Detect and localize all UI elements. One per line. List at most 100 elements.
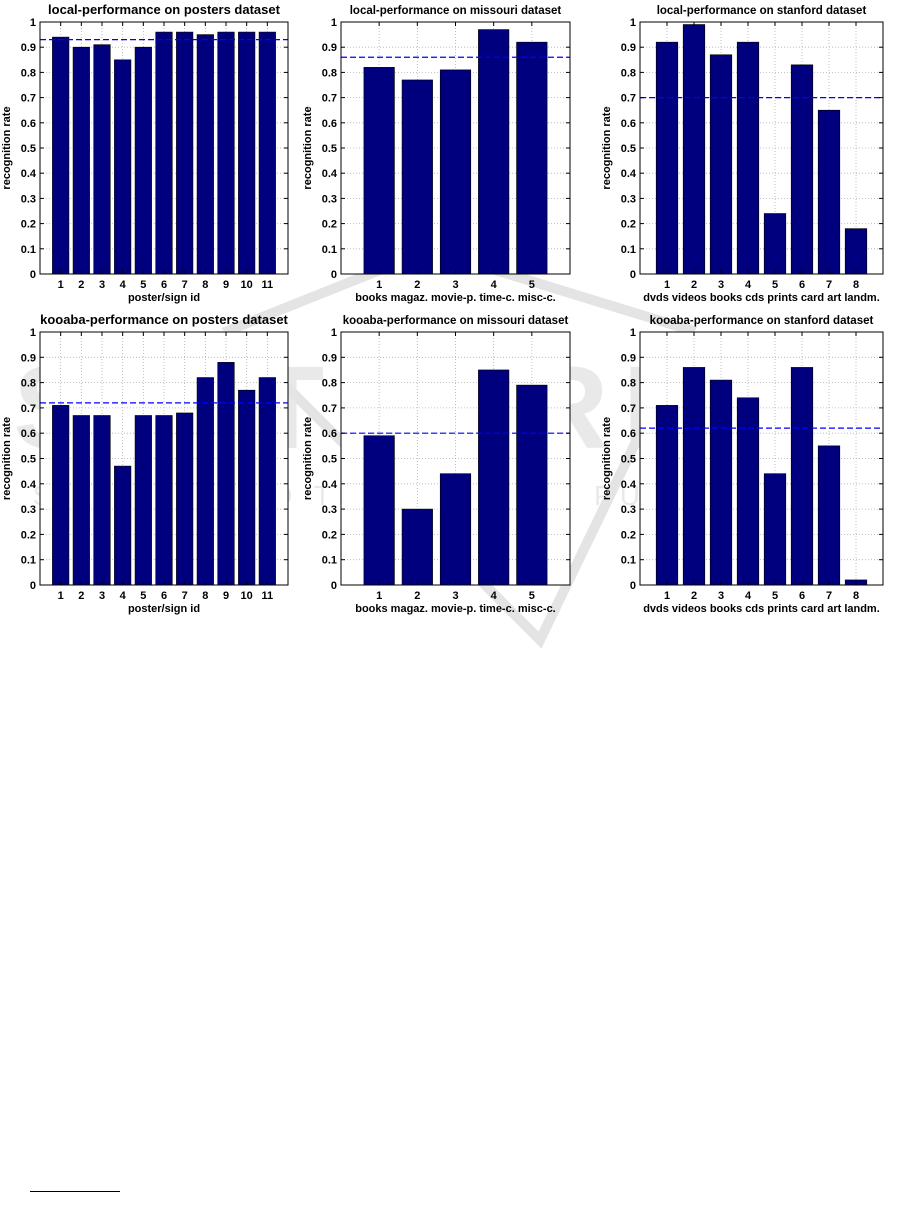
x-tick-label: 3 <box>452 279 458 291</box>
y-tick-label: 0.9 <box>621 352 636 364</box>
x-tick-label: 7 <box>182 279 188 291</box>
chart-panel-5: 0 0.1 0.2 0.3 0.4 0.5 0.6 0.7 0.8 0.9 1 1 2 3 4 5 kooaba… <box>302 315 571 615</box>
x-tick-label: 5 <box>140 279 146 291</box>
y-tick-label: 0 <box>331 580 337 592</box>
y-tick-label: 0.6 <box>21 428 36 440</box>
y-tick-label: 0.5 <box>21 454 36 466</box>
y-tick-label: 0.4 <box>621 168 637 180</box>
y-tick-label: 0.8 <box>621 67 636 79</box>
bar-chart-grid: 00.10.20.30.40.50.60.70.80.911 2 3 4 5 6 7 8 9 10… <box>1 2 884 615</box>
x-tick-label: 6 <box>799 279 805 291</box>
bar <box>114 465 132 586</box>
bar <box>217 31 235 275</box>
chart-panel-2: 0 0.1 0.2 0.3 0.4 0.5 0.6 0.7 0.8 0.9 1 1 2 3 4 5 local-… <box>302 5 571 304</box>
x-tick-label: 1 <box>58 279 64 291</box>
bar <box>72 46 90 275</box>
bar <box>134 415 152 586</box>
x-tick-label: 11 <box>262 279 274 291</box>
bar <box>196 34 214 275</box>
chart-panel-4: 00.10.20.30.40.50.60.70.80.911 2 3 4 5 6 7 8 9 10… <box>1 312 289 615</box>
y-tick-label: 0.8 <box>621 378 636 390</box>
y-tick-label: 0.2 <box>21 529 36 541</box>
y-tick-label: 0.2 <box>621 219 636 231</box>
y-tick-label: 0.8 <box>322 67 337 79</box>
x-tick-label: 8 <box>202 590 208 602</box>
x-tick-label: 7 <box>182 590 188 602</box>
y-tick-label: 0.6 <box>21 118 36 130</box>
y-tick-label: 0.3 <box>21 504 36 516</box>
y-axis-label: recognition rate <box>302 106 314 189</box>
x-tick-label: 1 <box>376 279 382 291</box>
y-tick-label: 0.9 <box>322 352 337 364</box>
bar <box>439 473 472 586</box>
bar <box>439 69 472 275</box>
chart-title: local-performance on posters dataset <box>48 2 281 17</box>
x-tick-label: 1 <box>376 590 382 602</box>
bar <box>155 415 173 586</box>
x-tick-label: 8 <box>853 279 859 291</box>
x-tick-label: 7 <box>826 590 832 602</box>
y-tick-label: 0.4 <box>621 479 637 491</box>
bar <box>736 41 760 275</box>
x-tick-label: 8 <box>202 279 208 291</box>
x-tick-label: 3 <box>718 279 724 291</box>
y-tick-label: 1 <box>630 327 636 339</box>
x-tick-label: 5 <box>529 590 535 602</box>
bar <box>217 362 235 586</box>
y-tick-label: 0.7 <box>21 93 36 105</box>
bar <box>155 31 173 275</box>
bar <box>655 405 679 586</box>
bar <box>709 379 733 586</box>
y-tick-label: 0.9 <box>21 42 36 54</box>
y-axis-label: recognition rate <box>601 106 613 189</box>
bar <box>682 24 706 275</box>
bar <box>790 64 814 275</box>
x-tick-label: 2 <box>414 279 420 291</box>
y-tick-label: 0.7 <box>621 403 636 415</box>
bar <box>478 369 510 586</box>
x-tick-label: 4 <box>120 279 127 291</box>
bar <box>134 46 152 275</box>
y-tick-label: 0.5 <box>21 143 36 155</box>
x-axis-label: dvds videos books cds prints card art la… <box>643 292 880 304</box>
y-tick-label: 0.8 <box>21 67 36 79</box>
x-tick-label: 5 <box>140 590 146 602</box>
x-tick-label: 5 <box>772 279 778 291</box>
chart-panel-6: 0 0.1 0.2 0.3 0.4 0.5 0.6 0.7 0.8 0.9 1 1 2 3 4 5 6 7 8 koo… <box>601 315 884 615</box>
y-tick-label: 0.3 <box>621 504 636 516</box>
y-tick-label: 0.3 <box>621 193 636 205</box>
y-tick-label: 1 <box>30 17 36 29</box>
y-tick-label: 0.6 <box>621 428 636 440</box>
chart-panel-1: 00.10.20.30.40.50.60.70.80.911 2 3 4 5 6 7 8 9 10… <box>1 2 289 304</box>
bar <box>682 367 706 586</box>
bar <box>176 412 194 586</box>
y-tick-label: 0.8 <box>322 378 337 390</box>
y-tick-label: 0.2 <box>322 529 337 541</box>
y-tick-label: 0.4 <box>322 479 338 491</box>
y-tick-label: 0.2 <box>621 529 636 541</box>
y-tick-label: 0.1 <box>21 244 36 256</box>
y-axis-label: recognition rate <box>302 417 314 500</box>
chart-title: kooaba-performance on stanford dataset <box>650 315 874 327</box>
x-tick-label: 4 <box>491 279 498 291</box>
x-tick-label: 4 <box>120 590 127 602</box>
x-tick-label: 2 <box>78 279 84 291</box>
bar <box>817 445 841 586</box>
bar <box>196 377 214 586</box>
x-tick-label: 2 <box>78 590 84 602</box>
bar <box>655 41 679 275</box>
bar <box>817 109 841 275</box>
chart-title: local-performance on stanford dataset <box>657 5 867 17</box>
x-tick-label: 7 <box>826 279 832 291</box>
y-tick-label: 0.7 <box>322 93 337 105</box>
y-tick-label: 1 <box>630 17 636 29</box>
bar <box>363 67 395 275</box>
x-tick-label: 3 <box>99 590 105 602</box>
y-tick-label: 0.4 <box>21 168 37 180</box>
y-tick-label: 1 <box>30 327 36 339</box>
x-axis-label: poster/sign id <box>128 603 200 615</box>
x-tick-label: 3 <box>99 279 105 291</box>
y-tick-label: 0.3 <box>322 504 337 516</box>
y-tick-label: 0 <box>331 269 337 281</box>
y-tick-label: 0.7 <box>322 403 337 415</box>
